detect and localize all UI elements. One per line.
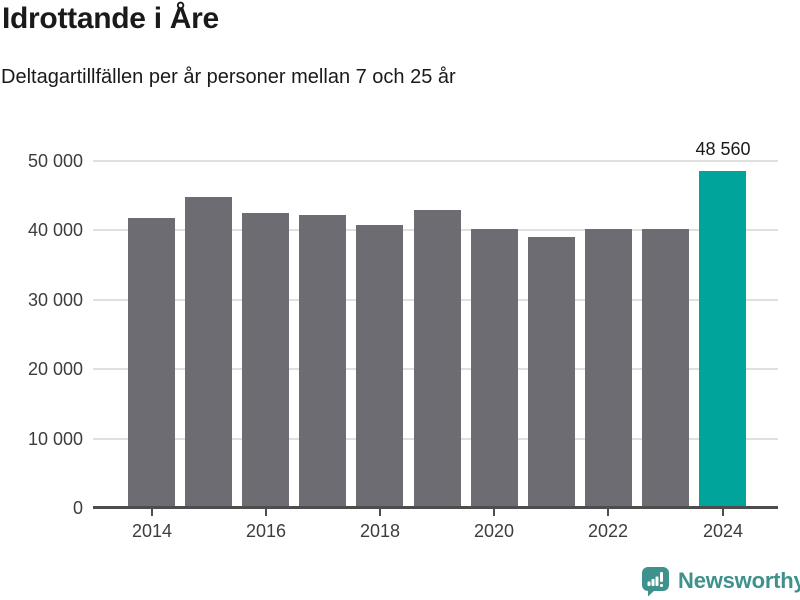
page-title: Idrottande i Åre xyxy=(2,2,219,35)
gridline-50000 xyxy=(93,160,778,162)
newsworthy-logo[interactable]: Newsworthy xyxy=(641,564,800,598)
x-axis-label-2014: 2014 xyxy=(131,521,173,541)
x-axis-label-2018: 2018 xyxy=(359,521,401,541)
bar-2019 xyxy=(414,210,461,508)
highlight-value-label: 48 560 xyxy=(695,139,751,159)
bar-2023 xyxy=(642,229,689,508)
x-axis-label-2022: 2022 xyxy=(587,521,629,541)
y-axis-label-50000: 50 000 xyxy=(27,151,83,171)
y-axis-label-30000: 30 000 xyxy=(27,289,83,310)
page-subtitle: Deltagartillfällen per år personer mella… xyxy=(1,66,456,88)
x-tick-2014 xyxy=(151,509,153,516)
bar-chart: 48 560 0 10 000 20 000 30 000 40 000 50 000 20… xyxy=(0,140,800,560)
bar-chart-speech-bubble-icon xyxy=(641,565,671,597)
x-axis-label-2024: 2024 xyxy=(702,521,744,541)
bar-2014 xyxy=(128,218,175,508)
bar-2016 xyxy=(242,213,289,508)
bar-2020 xyxy=(471,229,518,508)
bar-2015 xyxy=(185,197,232,508)
x-tick-2020 xyxy=(493,509,495,516)
y-axis-label-40000: 40 000 xyxy=(27,220,83,241)
bar-2024 xyxy=(699,171,746,508)
x-axis-line xyxy=(93,506,778,509)
x-tick-2018 xyxy=(379,509,381,516)
x-axis-label-2020: 2020 xyxy=(473,521,515,541)
bar-2017 xyxy=(299,215,346,508)
bar-2021 xyxy=(528,237,575,508)
x-tick-2016 xyxy=(265,509,267,516)
y-axis-label-10000: 10 000 xyxy=(27,428,83,449)
x-tick-2022 xyxy=(607,509,609,516)
x-tick-2024 xyxy=(722,509,724,516)
y-axis-label-0: 0 xyxy=(72,498,83,518)
newsworthy-brand-text: Newsworthy xyxy=(678,568,800,593)
bar-2022 xyxy=(585,229,632,508)
x-axis-label-2016: 2016 xyxy=(245,521,287,541)
bar-2018 xyxy=(356,225,403,508)
y-axis-label-20000: 20 000 xyxy=(27,359,83,380)
